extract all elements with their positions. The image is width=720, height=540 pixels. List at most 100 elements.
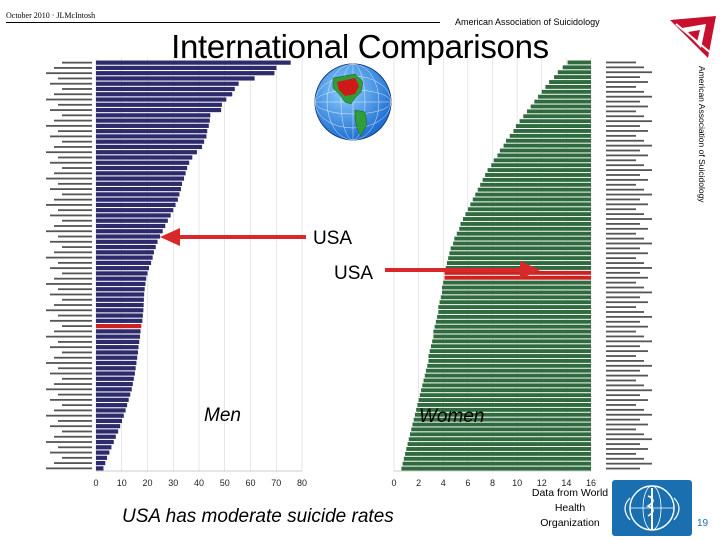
men-bar bbox=[96, 418, 123, 424]
men-bar bbox=[96, 408, 126, 413]
women-bar bbox=[440, 295, 591, 300]
men-country-label bbox=[50, 425, 92, 428]
women-country-label bbox=[606, 345, 640, 348]
men-country-label bbox=[58, 209, 92, 212]
men-country-label bbox=[62, 325, 92, 327]
men-country-label bbox=[62, 140, 92, 143]
women-bar bbox=[426, 368, 591, 373]
women-country-label bbox=[606, 360, 644, 362]
women-bar bbox=[567, 60, 591, 65]
women-bar bbox=[410, 432, 591, 437]
women-bar bbox=[424, 373, 591, 378]
women-country-label bbox=[606, 188, 644, 191]
men-country-label bbox=[54, 67, 92, 69]
men-bar bbox=[96, 107, 222, 113]
men-bar bbox=[96, 139, 205, 144]
men-bar bbox=[96, 287, 145, 292]
women-bar bbox=[412, 422, 591, 427]
men-bar bbox=[96, 376, 134, 381]
women-country-label bbox=[606, 389, 652, 392]
men-bar bbox=[96, 466, 104, 471]
men-bar bbox=[96, 350, 138, 355]
usa-men-label: USA bbox=[313, 228, 352, 249]
men-bar bbox=[96, 455, 108, 460]
men-bar bbox=[96, 202, 176, 208]
men-bar bbox=[96, 339, 140, 345]
men-bar bbox=[96, 424, 121, 429]
women-country-label bbox=[606, 71, 652, 74]
women-bar bbox=[408, 437, 591, 442]
men-tick-label: 10 bbox=[117, 478, 127, 488]
women-country-label bbox=[606, 198, 640, 201]
men-bar bbox=[96, 266, 150, 271]
men-country-label bbox=[50, 240, 92, 243]
women-bar bbox=[470, 202, 591, 207]
women-x-ticks: 16 14 12 10 8 6 4 2 0 bbox=[391, 478, 596, 488]
men-bar bbox=[96, 366, 136, 371]
men-country-label bbox=[62, 351, 92, 354]
women-tick-label: 4 bbox=[441, 478, 446, 488]
men-bar bbox=[96, 86, 235, 92]
men-bar bbox=[96, 255, 153, 260]
women-bar bbox=[526, 109, 591, 114]
men-country-label bbox=[62, 377, 92, 380]
men-bar bbox=[96, 244, 156, 250]
men-country-label bbox=[46, 362, 92, 364]
women-bar bbox=[491, 163, 591, 168]
women-bar bbox=[438, 310, 591, 314]
men-country-label bbox=[50, 267, 92, 270]
source-note: Data from World Health Organization bbox=[531, 487, 609, 529]
women-bar bbox=[419, 393, 591, 398]
men-country-label bbox=[54, 251, 92, 254]
men-bar bbox=[96, 329, 141, 334]
women-country-label bbox=[606, 433, 644, 436]
men-country-labels bbox=[46, 61, 92, 470]
women-bar bbox=[549, 80, 591, 84]
men-bar bbox=[96, 144, 203, 150]
women-bar bbox=[515, 124, 591, 129]
men-bar bbox=[96, 302, 144, 308]
men-country-label bbox=[46, 335, 92, 338]
women-country-label bbox=[606, 120, 652, 123]
men-country-label bbox=[46, 230, 92, 233]
men-country-label bbox=[62, 219, 92, 222]
women-tick-label: 0 bbox=[391, 478, 396, 488]
women-country-label bbox=[606, 408, 644, 411]
women-bar bbox=[443, 280, 591, 285]
women-country-label bbox=[606, 149, 640, 152]
women-tick-label: 16 bbox=[586, 478, 596, 488]
women-bar bbox=[435, 319, 591, 324]
men-country-label bbox=[62, 114, 92, 117]
men-country-label bbox=[58, 367, 92, 370]
women-country-label bbox=[606, 320, 640, 323]
women-country-label bbox=[606, 178, 648, 181]
women-bar bbox=[475, 192, 591, 197]
men-country-label bbox=[58, 77, 92, 80]
women-bar bbox=[477, 187, 591, 192]
women-country-label bbox=[606, 61, 636, 64]
women-country-label bbox=[606, 296, 640, 299]
men-country-label bbox=[46, 283, 92, 285]
men-country-label bbox=[54, 277, 92, 280]
women-country-label bbox=[606, 267, 652, 269]
women-bar bbox=[442, 290, 591, 295]
women-country-label bbox=[606, 379, 636, 382]
men-country-label bbox=[54, 435, 92, 438]
women-bar bbox=[462, 217, 591, 221]
men-bar bbox=[96, 250, 154, 255]
women-country-label bbox=[606, 325, 648, 328]
women-country-label bbox=[606, 462, 652, 465]
women-country-label bbox=[606, 330, 636, 333]
who-logo-icon bbox=[612, 480, 692, 536]
women-country-label bbox=[606, 125, 640, 127]
men-bar bbox=[96, 97, 227, 102]
men-country-label bbox=[62, 246, 92, 248]
men-bar bbox=[96, 297, 144, 302]
men-country-label bbox=[62, 61, 92, 64]
women-bar bbox=[434, 324, 591, 329]
men-bar bbox=[96, 113, 211, 118]
women-bar bbox=[459, 226, 591, 231]
women-bar bbox=[432, 339, 591, 344]
men-country-label bbox=[58, 288, 92, 291]
women-bar bbox=[453, 241, 591, 246]
